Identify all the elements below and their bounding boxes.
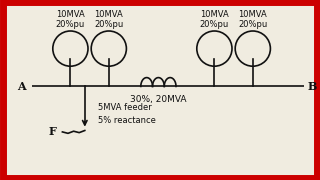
Text: 5% reactance: 5% reactance <box>98 116 156 125</box>
Text: B: B <box>307 81 316 92</box>
Text: 10MVA
20%pu: 10MVA 20%pu <box>238 10 268 29</box>
Text: 10MVA
20%pu: 10MVA 20%pu <box>56 10 85 29</box>
Text: 10MVA
20%pu: 10MVA 20%pu <box>200 10 229 29</box>
Text: F: F <box>48 126 56 137</box>
Text: A: A <box>17 81 26 92</box>
Text: 10MVA
20%pu: 10MVA 20%pu <box>94 10 124 29</box>
Text: 30%, 20MVA: 30%, 20MVA <box>130 95 187 104</box>
Text: 5MVA feeder: 5MVA feeder <box>98 103 151 112</box>
